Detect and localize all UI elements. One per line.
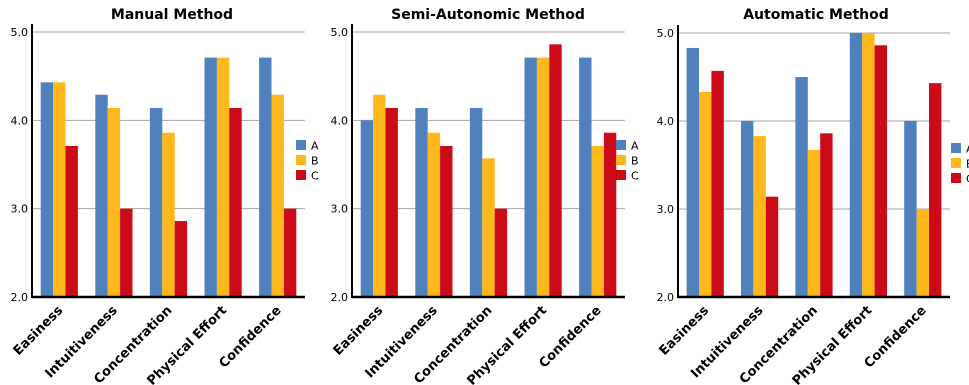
- bar-b-easiness: [53, 82, 66, 297]
- bar-b-easiness: [699, 91, 712, 298]
- bar-c-concentration: [174, 221, 188, 297]
- bar-b-intuitiveness: [107, 107, 121, 297]
- bar-c-physical-effort: [229, 107, 242, 297]
- category-label: Easiness: [331, 303, 387, 359]
- y-tick-label: 2.0: [331, 291, 349, 304]
- legend-label-b: B: [966, 158, 969, 171]
- legend-label-c: C: [311, 170, 319, 183]
- bar-a-concentration: [469, 107, 483, 297]
- legend-label-a: A: [966, 143, 969, 156]
- legend-swatch-a: [951, 143, 961, 153]
- chart-panel-1: Manual Method2.03.04.05.0EasinessIntuiti…: [11, 7, 320, 385]
- chart-title: Semi-Autonomic Method: [391, 7, 585, 23]
- bar-a-intuitiveness: [415, 107, 428, 297]
- bar-a-easiness: [360, 120, 374, 297]
- bar-b-easiness: [373, 94, 386, 297]
- bar-a-physical-effort: [524, 57, 537, 297]
- category-label: Easiness: [11, 303, 67, 359]
- y-tick-label: 5.0: [331, 26, 349, 39]
- bar-b-concentration: [807, 150, 821, 297]
- legend-label-b: B: [311, 155, 319, 168]
- bar-a-confidence: [579, 57, 592, 297]
- chart-panel-2: Semi-Autonomic Method 2.0 3.0 4.0 5.0 Easines…: [331, 7, 640, 385]
- legend-swatch-a: [616, 140, 626, 150]
- bar-b-physical-effort: [536, 57, 550, 297]
- bar-c-confidence: [929, 83, 942, 297]
- bar-a-easiness: [686, 47, 699, 298]
- bar-c-intuitiveness: [765, 196, 779, 297]
- y-tick-label: 2.0: [657, 291, 675, 304]
- legend-swatch-c: [951, 173, 961, 183]
- legend-swatch-b: [616, 155, 626, 165]
- bar-b-confidence: [916, 209, 929, 297]
- bar-a-confidence: [259, 57, 272, 297]
- legend-swatch-a: [296, 140, 306, 150]
- bar-b-physical-effort: [216, 57, 230, 297]
- legend-label-c: C: [966, 173, 969, 186]
- bar-c-easiness: [385, 107, 398, 297]
- bar-c-physical-effort: [549, 44, 562, 297]
- bar-c-concentration: [820, 133, 833, 297]
- bar-a-concentration: [149, 107, 163, 297]
- y-tick-label: 5.0: [11, 26, 29, 39]
- y-tick-label: 4.0: [657, 115, 675, 128]
- legend-swatch-b: [296, 155, 306, 165]
- bar-a-intuitiveness: [95, 94, 108, 297]
- bar-c-intuitiveness: [440, 145, 453, 297]
- bar-b-confidence: [271, 94, 284, 297]
- y-tick-label: 3.0: [657, 203, 675, 216]
- legend-label-c: C: [631, 170, 639, 183]
- category-label: Easiness: [657, 303, 713, 359]
- bar-a-easiness: [40, 82, 54, 297]
- bar-b-confidence: [591, 145, 604, 297]
- bar-b-intuitiveness: [427, 132, 441, 297]
- bar-c-concentration: [494, 208, 508, 297]
- y-tick-label: 4.0: [331, 114, 349, 127]
- bar-b-concentration: [482, 158, 495, 297]
- bar-a-physical-effort: [204, 57, 217, 297]
- bar-a-intuitiveness: [741, 121, 754, 297]
- legend-label-a: A: [311, 140, 319, 153]
- bar-b-intuitiveness: [753, 135, 766, 297]
- chart-panel-3: Automatic Method2.03.04.05.0EasinessIntu…: [657, 7, 969, 385]
- legend-swatch-c: [296, 170, 306, 180]
- bar-c-easiness: [711, 70, 724, 297]
- bar-c-confidence: [603, 132, 617, 297]
- legend-label-a: A: [631, 140, 639, 153]
- legend-label-b: B: [631, 155, 639, 168]
- bar-c-physical-effort: [874, 45, 887, 297]
- y-tick-label: 3.0: [331, 203, 349, 216]
- bar-c-intuitiveness: [120, 208, 133, 297]
- bar-a-physical-effort: [849, 33, 863, 297]
- y-tick-label: 4.0: [11, 114, 29, 127]
- bar-a-confidence: [904, 121, 917, 297]
- legend-swatch-b: [951, 158, 961, 168]
- bar-a-concentration: [795, 77, 808, 297]
- y-tick-label: 5.0: [657, 27, 675, 40]
- chart-title: Manual Method: [111, 7, 233, 23]
- bar-b-concentration: [162, 132, 175, 297]
- y-tick-label: 2.0: [11, 291, 29, 304]
- bar-c-confidence: [283, 208, 297, 297]
- y-tick-label: 3.0: [11, 203, 29, 216]
- chart-title: Automatic Method: [743, 7, 889, 23]
- bar-c-easiness: [65, 145, 78, 297]
- legend-swatch-c: [616, 170, 626, 180]
- bar-b-physical-effort: [862, 33, 875, 297]
